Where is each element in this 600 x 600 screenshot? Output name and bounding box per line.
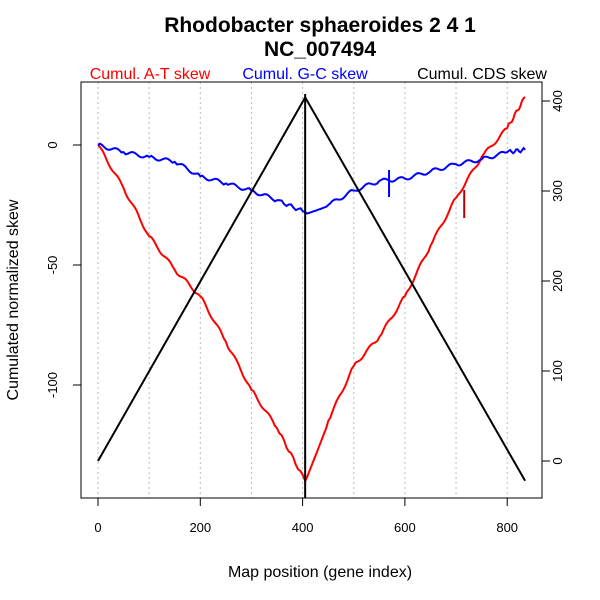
series-line-2 xyxy=(97,95,526,482)
series-line-0 xyxy=(97,96,526,484)
legend-gc-skew: Cumul. G-C skew xyxy=(242,66,368,83)
y-right-tick-label: 100 xyxy=(550,360,565,382)
y-right-tick-label: 200 xyxy=(550,270,565,292)
y-right-tick-label: 0 xyxy=(550,457,565,464)
y-left-tick-label: -50 xyxy=(45,256,60,275)
x-tick-label: 200 xyxy=(189,520,211,535)
x-tick-label: 800 xyxy=(496,520,518,535)
chart-title: Rhodobacter sphaeroides 2 4 1 xyxy=(164,14,476,37)
chart-subtitle: NC_007494 xyxy=(264,38,376,61)
x-tick-label: 600 xyxy=(394,520,416,535)
plot-frame xyxy=(80,81,543,499)
y-right-tick-label: 300 xyxy=(550,180,565,202)
y-left-tick-label: 0 xyxy=(45,141,60,148)
y-right-tick-label: 400 xyxy=(550,90,565,112)
y-left-tick-label: -100 xyxy=(45,372,60,398)
x-axis-label: Map position (gene index) xyxy=(228,564,412,581)
x-tick-label: 0 xyxy=(94,520,101,535)
x-tick-label: 400 xyxy=(292,520,314,535)
legend-at-skew: Cumul. A-T skew xyxy=(90,66,211,83)
legend-cds-skew: Cumul. CDS skew xyxy=(417,66,547,83)
y-axis-label: Cumulated normalized skew xyxy=(5,199,22,400)
series-line-1 xyxy=(97,142,526,215)
